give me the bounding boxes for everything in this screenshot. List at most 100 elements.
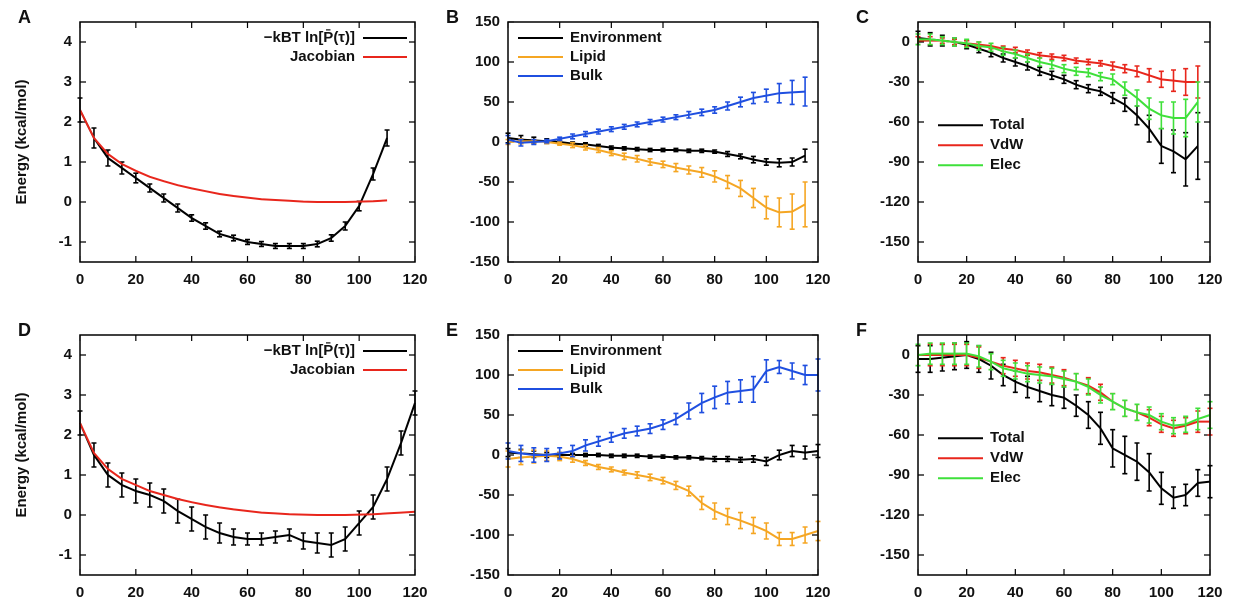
legend-label: Environment bbox=[570, 342, 662, 359]
legend-label: Total bbox=[990, 429, 1025, 446]
y-tick-label: -1 bbox=[59, 233, 72, 250]
x-tick-label: 60 bbox=[239, 584, 256, 601]
x-tick-label: 80 bbox=[1104, 584, 1121, 601]
x-tick-label: 80 bbox=[706, 271, 723, 288]
x-tick-label: 0 bbox=[914, 584, 922, 601]
y-tick-label: 50 bbox=[483, 93, 500, 110]
legend-label: VdW bbox=[990, 136, 1024, 153]
series-line bbox=[79, 402, 416, 547]
series-line bbox=[918, 38, 1199, 119]
x-tick-label: 100 bbox=[347, 584, 372, 601]
y-tick-label: -100 bbox=[470, 213, 500, 230]
panel-label: C bbox=[856, 7, 869, 27]
plot-frame bbox=[917, 21, 1211, 263]
legend-label: Environment bbox=[570, 29, 662, 46]
y-tick-label: 0 bbox=[492, 133, 500, 150]
panel-label: B bbox=[446, 7, 459, 27]
x-tick-label: 100 bbox=[1149, 584, 1174, 601]
x-tick-label: 0 bbox=[76, 271, 84, 288]
x-tick-label: 80 bbox=[295, 584, 312, 601]
x-tick-label: 120 bbox=[1197, 584, 1222, 601]
y-tick-label: -120 bbox=[880, 506, 910, 523]
legend-label: Elec bbox=[990, 469, 1021, 486]
y-tick-label: 150 bbox=[475, 326, 500, 343]
legend-label: Jacobian bbox=[290, 361, 355, 378]
y-tick-label: -90 bbox=[888, 466, 910, 483]
y-tick-label: 100 bbox=[475, 53, 500, 70]
x-tick-label: 0 bbox=[504, 584, 512, 601]
x-tick-label: 60 bbox=[655, 271, 672, 288]
y-tick-label: -30 bbox=[888, 386, 910, 403]
x-tick-label: 100 bbox=[347, 271, 372, 288]
y-tick-label: 1 bbox=[64, 153, 72, 170]
y-tick-label: 50 bbox=[483, 406, 500, 423]
y-tick-label: 2 bbox=[64, 113, 72, 130]
y-tick-label: 100 bbox=[475, 366, 500, 383]
series-line bbox=[917, 37, 1199, 161]
legend-label: Jacobian bbox=[290, 48, 355, 65]
y-tick-label: 0 bbox=[902, 33, 910, 50]
legend-label: −kBT ln[P̄(τ)] bbox=[264, 28, 355, 46]
legend-label: Bulk bbox=[570, 380, 603, 397]
x-tick-label: 40 bbox=[183, 271, 200, 288]
y-tick-label: -150 bbox=[880, 546, 910, 563]
plot-frame bbox=[507, 21, 819, 263]
panel-label: F bbox=[856, 320, 867, 340]
x-tick-label: 20 bbox=[958, 584, 975, 601]
y-tick-label: 4 bbox=[64, 33, 73, 50]
series-line bbox=[507, 365, 818, 456]
y-tick-label: -150 bbox=[470, 253, 500, 270]
x-tick-label: 0 bbox=[504, 271, 512, 288]
plot-frame bbox=[917, 334, 1211, 576]
series-line bbox=[79, 422, 416, 516]
y-axis-label: Energy (kcal/mol) bbox=[13, 79, 30, 204]
y-tick-label: -120 bbox=[880, 193, 910, 210]
y-tick-label: 3 bbox=[64, 73, 72, 90]
plot-frame bbox=[79, 21, 416, 263]
x-tick-label: 100 bbox=[754, 584, 779, 601]
legend-label: Bulk bbox=[570, 67, 603, 84]
series-line bbox=[507, 454, 819, 540]
series-line bbox=[507, 90, 806, 144]
y-tick-label: -50 bbox=[478, 173, 500, 190]
y-tick-label: 3 bbox=[64, 386, 72, 403]
x-tick-label: 20 bbox=[127, 584, 144, 601]
y-tick-label: 1 bbox=[64, 466, 72, 483]
y-tick-label: 150 bbox=[475, 13, 500, 30]
x-tick-label: 60 bbox=[239, 271, 256, 288]
x-tick-label: 120 bbox=[402, 271, 427, 288]
panel-label: D bbox=[18, 320, 31, 340]
series-line bbox=[79, 109, 388, 203]
y-tick-label: 2 bbox=[64, 426, 72, 443]
y-tick-label: 4 bbox=[64, 346, 73, 363]
y-axis-label: Energy (kcal/mol) bbox=[13, 392, 30, 517]
series-line bbox=[918, 39, 1198, 83]
x-tick-label: 80 bbox=[295, 271, 312, 288]
x-tick-label: 80 bbox=[706, 584, 723, 601]
panel-label: A bbox=[18, 7, 31, 27]
plot-frame bbox=[507, 334, 819, 576]
legend-label: Lipid bbox=[570, 361, 606, 378]
y-tick-label: -1 bbox=[59, 546, 72, 563]
series-line bbox=[507, 140, 806, 214]
series-line bbox=[917, 352, 1211, 427]
x-tick-label: 0 bbox=[76, 584, 84, 601]
y-tick-label: -90 bbox=[888, 153, 910, 170]
y-tick-label: -30 bbox=[888, 73, 910, 90]
x-tick-label: 20 bbox=[127, 271, 144, 288]
legend-label: −kBT ln[P̄(τ)] bbox=[264, 341, 355, 359]
x-tick-label: 60 bbox=[655, 584, 672, 601]
x-tick-label: 100 bbox=[754, 271, 779, 288]
x-tick-label: 20 bbox=[551, 584, 568, 601]
x-tick-label: 120 bbox=[805, 271, 830, 288]
legend-label: Lipid bbox=[570, 48, 606, 65]
y-tick-label: 0 bbox=[64, 506, 72, 523]
x-tick-label: 120 bbox=[1197, 271, 1222, 288]
y-tick-label: -150 bbox=[880, 233, 910, 250]
x-tick-label: 120 bbox=[805, 584, 830, 601]
y-tick-label: -50 bbox=[478, 486, 500, 503]
y-tick-label: -150 bbox=[470, 566, 500, 583]
y-tick-label: -100 bbox=[470, 526, 500, 543]
x-tick-label: 100 bbox=[1149, 271, 1174, 288]
